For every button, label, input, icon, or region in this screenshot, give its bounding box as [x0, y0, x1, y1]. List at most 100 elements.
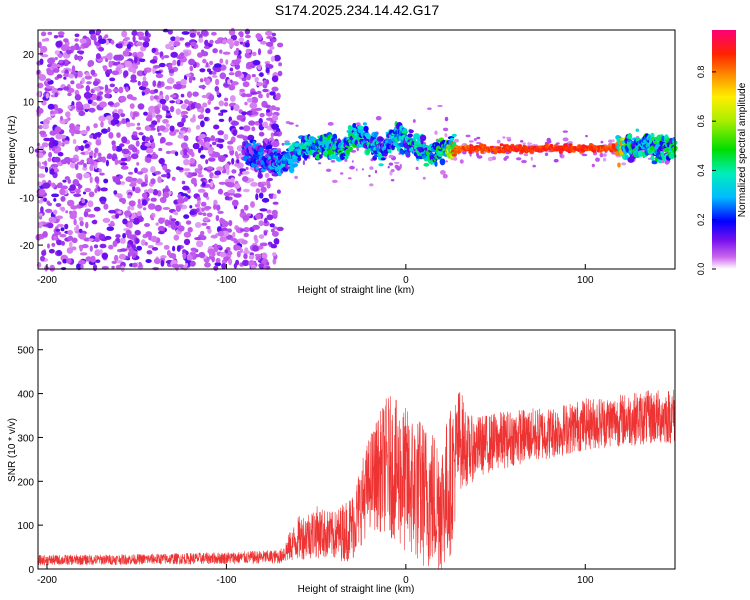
spectrogram-noise-cell — [201, 94, 208, 99]
spectrogram-noise-cell — [74, 38, 79, 42]
spectrogram-noise-cell — [257, 183, 265, 188]
spectrogram-noise-cell — [243, 204, 249, 211]
spectrogram-noise-cell — [121, 136, 128, 144]
spectrogram-noise-cell — [278, 62, 282, 67]
spectrogram-noise-cell — [186, 91, 193, 98]
spectrogram-noise-cell — [144, 178, 148, 185]
spectrogram-noise-cell — [38, 74, 47, 81]
spectrogram-noise-cell — [213, 106, 220, 110]
spectrogram-scatter-cell — [349, 165, 355, 170]
spectrogram-noise-cell — [211, 251, 216, 257]
spectrogram-noise-cell — [172, 40, 181, 47]
spectrogram-noise-cell — [213, 204, 217, 210]
spectrogram-noise-cell — [203, 136, 211, 143]
spectrogram-noise-cell — [144, 241, 148, 246]
spectrogram-noise-cell — [121, 118, 127, 125]
spectrogram-noise-cell — [180, 93, 185, 98]
spectrogram-noise-cell — [84, 208, 91, 213]
spectrogram-scatter-cell — [546, 137, 551, 143]
spectrogram-noise-cell — [197, 200, 201, 206]
spectrogram-noise-cell — [236, 250, 241, 258]
spectrogram-scatter-cell — [399, 163, 402, 169]
x-tick-label: -100 — [216, 575, 236, 586]
spectrogram-noise-cell — [71, 158, 79, 162]
spectrogram-noise-cell — [210, 234, 218, 239]
spectrogram-noise-cell — [259, 208, 268, 212]
spectrogram-noise-cell — [85, 72, 90, 77]
spectrogram-noise-cell — [166, 77, 175, 84]
spectrogram-noise-cell — [120, 165, 129, 170]
spectrogram-noise-cell — [174, 83, 182, 90]
spectrogram-noise-cell — [74, 163, 79, 170]
spectrogram-noise-cell — [165, 43, 172, 50]
spectrogram-noise-cell — [170, 51, 178, 58]
spectrogram-noise-cell — [136, 41, 143, 47]
spectrogram-noise-cell — [219, 72, 227, 80]
spectrogram-noise-cell — [171, 263, 180, 268]
spectrogram-scatter-cell — [340, 172, 344, 175]
spectrogram-noise-cell — [152, 67, 156, 75]
spectrogram-noise-cell — [257, 255, 261, 261]
y-tick-label: -10 — [20, 193, 35, 204]
spectrogram-noise-cell — [162, 28, 169, 33]
spectrogram-noise-cell — [192, 91, 199, 97]
spectrogram-noise-cell — [256, 82, 264, 87]
spectrogram-noise-cell — [159, 196, 167, 204]
spectrogram-scatter-cell — [496, 139, 501, 144]
spectrogram-ridge-cell — [617, 162, 621, 168]
spectrogram-noise-cell — [233, 263, 238, 269]
spectrogram-noise-cell — [67, 199, 75, 207]
spectrogram-noise-cell — [198, 85, 207, 89]
y-tick-label: 0 — [28, 565, 34, 576]
spectrogram-ridge-cell — [380, 157, 386, 161]
spectrogram-noise-cell — [142, 76, 147, 82]
spectrogram-scatter-cell — [603, 157, 607, 162]
spectrogram-noise-cell — [158, 147, 163, 152]
spectrogram-ridge-cell — [592, 149, 597, 153]
spectrogram-noise-cell — [270, 55, 275, 62]
spectrogram-noise-cell — [89, 164, 94, 171]
spectrogram-noise-cell — [63, 38, 69, 43]
spectrogram-noise-cell — [175, 108, 181, 115]
spectrogram-scatter-cell — [368, 174, 371, 178]
spectrogram-noise-cell — [65, 111, 71, 118]
spectrogram-noise-cell — [141, 199, 147, 206]
spectrogram-scatter-cell — [351, 160, 354, 163]
snr-y-ticks: 0 100 200 300 400 500 — [17, 346, 43, 576]
spectrogram-scatter-cell — [473, 138, 477, 141]
spectrogram-ridge-cell — [347, 124, 352, 131]
spectrogram-noise-cell — [154, 171, 161, 175]
spectrogram-noise-cell — [272, 114, 278, 121]
spectrogram-scatter-cell — [520, 140, 524, 143]
spectrogram-noise-cell — [60, 196, 66, 202]
spectrogram-noise-cell — [200, 120, 205, 128]
spectrogram-noise-cell — [196, 196, 201, 202]
spectrogram-noise-cell — [102, 217, 111, 223]
spectrogram-ridge-cell — [357, 125, 364, 130]
spectrogram-noise-cell — [59, 134, 67, 139]
spectrogram-noise-cell — [189, 260, 196, 267]
spectrogram-noise-cell — [265, 67, 270, 74]
spectrogram-scatter-cell — [369, 166, 374, 170]
spectrogram-scatter-cell — [553, 158, 559, 163]
spectrogram-noise-cell — [267, 177, 273, 182]
spectrogram-noise-cell — [168, 40, 174, 46]
spectrogram-noise-cell — [188, 76, 193, 84]
spectrogram-noise-cell — [201, 181, 206, 187]
spectrogram-noise-cell — [238, 173, 242, 177]
spectrogram-noise-cell — [212, 141, 217, 146]
spectrogram-noise-cell — [240, 208, 245, 214]
spectrogram-noise-cell — [150, 109, 155, 113]
spectrogram-noise-cell — [124, 60, 133, 68]
spectrogram-noise-cell — [181, 31, 190, 35]
spectrogram-noise-cell — [132, 252, 137, 259]
spectrogram-noise-cell — [269, 223, 275, 228]
spectrogram-noise-cell — [173, 234, 180, 241]
spectrogram-noise-cell — [98, 233, 106, 240]
spectrogram-noise-cell — [135, 140, 140, 147]
spectrogram-ridge-cell — [289, 167, 295, 174]
spectrogram-ridge-cell — [387, 148, 392, 154]
spectrogram-noise-cell — [108, 132, 114, 139]
spectrogram-noise-cell — [107, 101, 114, 106]
spectrogram-noise-cell — [145, 147, 154, 154]
